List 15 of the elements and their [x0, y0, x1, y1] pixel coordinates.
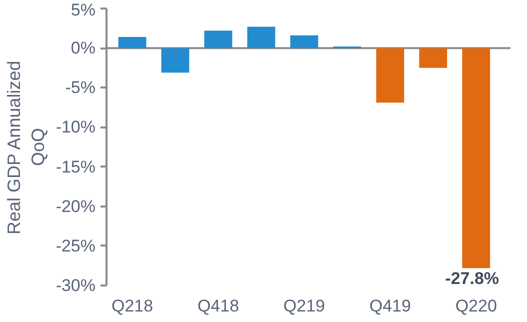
x-tick-label: Q218 — [111, 296, 154, 316]
y-tick-label: -20% — [56, 196, 96, 216]
x-tick-label: Q418 — [197, 296, 240, 316]
y-axis-title: Real GDP Annualized QoQ — [4, 60, 48, 235]
x-tick-label: Q219 — [283, 296, 325, 316]
y-tick-label: -10% — [56, 118, 96, 137]
x-tick-label: Q419 — [369, 296, 411, 316]
y-tick-label: -25% — [56, 236, 96, 256]
y-tick-label: 0% — [70, 38, 96, 58]
y-tick-label: 5% — [70, 0, 96, 20]
y-tick-label: -5% — [65, 78, 96, 98]
x-tick-label: Q220 — [455, 296, 497, 316]
y-tick-label: -30% — [56, 276, 96, 295]
data-label: -27.8% — [445, 269, 500, 288]
y-tick-label: -15% — [56, 157, 96, 176]
